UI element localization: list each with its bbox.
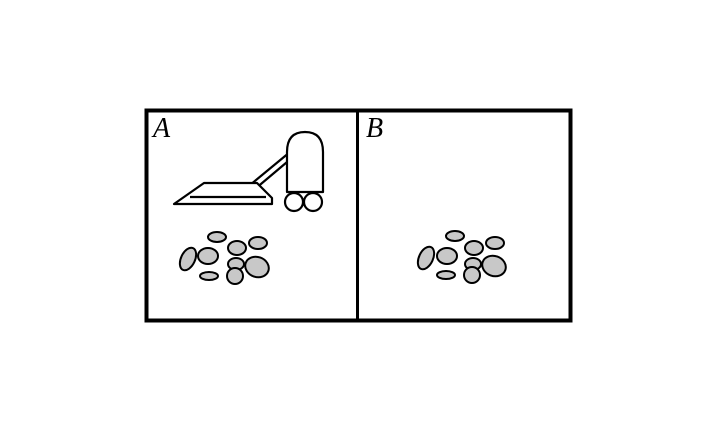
- vacuum-cleaner-icon: [172, 130, 325, 213]
- room-a: A: [151, 113, 325, 285]
- room-label-a: A: [151, 113, 171, 144]
- room-b: B: [366, 113, 507, 284]
- room-label-b: B: [366, 113, 383, 144]
- dirt-pile-icon: [178, 231, 270, 285]
- dirt-pile-icon: [416, 230, 507, 284]
